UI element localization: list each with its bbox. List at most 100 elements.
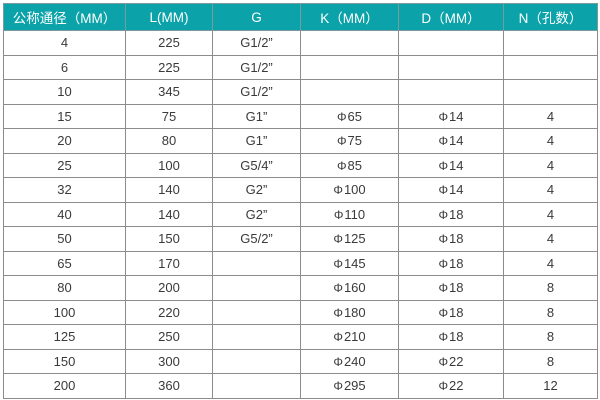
cell-length: 220: [125, 299, 213, 325]
cell-k-diameter: 100: [300, 177, 399, 203]
header-row: 公称通径（MM） L(MM) G K（MM） D（MM） N（孔数）: [3, 3, 598, 31]
cell-nominal-diameter: 10: [3, 79, 126, 105]
cell-thread-g: G2”: [212, 201, 301, 227]
cell-hole-count: 4: [503, 152, 598, 178]
cell-length: 140: [125, 177, 213, 203]
cell-hole-count: 4: [503, 103, 598, 129]
cell-hole-count: 8: [503, 324, 598, 350]
cell-nominal-diameter: 150: [3, 348, 126, 374]
flange-dimension-table: 公称通径（MM） L(MM) G K（MM） D（MM） N（孔数） 4 225 G1/2” 6…: [3, 3, 598, 399]
cell-thread-g: G1/2”: [212, 30, 301, 56]
column-header-d-diameter: D（MM）: [398, 3, 504, 31]
cell-hole-count: 4: [503, 226, 598, 252]
cell-nominal-diameter: 32: [3, 177, 126, 203]
cell-length: 225: [125, 30, 213, 56]
cell-k-diameter: 210: [300, 324, 399, 350]
cell-hole-count: 8: [503, 348, 598, 374]
cell-hole-count: 4: [503, 201, 598, 227]
cell-thread-g: G1”: [212, 128, 301, 154]
cell-length: 80: [125, 128, 213, 154]
cell-thread-g: G2”: [212, 177, 301, 203]
cell-length: 225: [125, 54, 213, 80]
cell-k-diameter: 295: [300, 373, 399, 399]
cell-length: 75: [125, 103, 213, 129]
column-header-k-diameter: K（MM）: [300, 3, 399, 31]
cell-d-diameter: 18: [398, 324, 504, 350]
cell-k-diameter: 75: [300, 128, 399, 154]
cell-hole-count: 12: [503, 373, 598, 399]
cell-k-diameter: 65: [300, 103, 399, 129]
cell-d-diameter: [398, 30, 504, 56]
cell-length: 200: [125, 275, 213, 301]
cell-length: 360: [125, 373, 213, 399]
cell-d-diameter: [398, 79, 504, 105]
cell-k-diameter: 110: [300, 201, 399, 227]
cell-k-diameter: 125: [300, 226, 399, 252]
cell-k-diameter: [300, 30, 399, 56]
table-row: 6 225 G1/2”: [3, 54, 598, 80]
cell-d-diameter: 14: [398, 128, 504, 154]
cell-k-diameter: 240: [300, 348, 399, 374]
cell-nominal-diameter: 15: [3, 103, 126, 129]
cell-length: 345: [125, 79, 213, 105]
column-header-hole-count: N（孔数）: [503, 3, 598, 31]
cell-nominal-diameter: 6: [3, 54, 126, 80]
cell-hole-count: 4: [503, 177, 598, 203]
cell-k-diameter: 145: [300, 250, 399, 276]
cell-nominal-diameter: 4: [3, 30, 126, 56]
cell-thread-g: G1/2”: [212, 79, 301, 105]
column-header-thread-g: G: [212, 3, 301, 31]
cell-k-diameter: [300, 79, 399, 105]
column-header-nominal-diameter: 公称通径（MM）: [3, 3, 126, 31]
table-row: 4 225 G1/2”: [3, 30, 598, 56]
cell-length: 300: [125, 348, 213, 374]
cell-hole-count: [503, 30, 598, 56]
cell-nominal-diameter: 125: [3, 324, 126, 350]
cell-thread-g: [212, 275, 301, 301]
cell-nominal-diameter: 25: [3, 152, 126, 178]
cell-k-diameter: 180: [300, 299, 399, 325]
cell-d-diameter: 14: [398, 152, 504, 178]
cell-nominal-diameter: 80: [3, 275, 126, 301]
table-row: 10 345 G1/2”: [3, 79, 598, 105]
cell-nominal-diameter: 65: [3, 250, 126, 276]
cell-thread-g: G1”: [212, 103, 301, 129]
cell-thread-g: [212, 348, 301, 374]
cell-d-diameter: 18: [398, 299, 504, 325]
cell-length: 170: [125, 250, 213, 276]
cell-d-diameter: 18: [398, 250, 504, 276]
cell-hole-count: 4: [503, 128, 598, 154]
cell-k-diameter: 85: [300, 152, 399, 178]
cell-thread-g: [212, 299, 301, 325]
cell-d-diameter: 18: [398, 201, 504, 227]
cell-hole-count: 4: [503, 250, 598, 276]
cell-d-diameter: [398, 54, 504, 80]
cell-d-diameter: 22: [398, 373, 504, 399]
cell-thread-g: [212, 373, 301, 399]
cell-k-diameter: [300, 54, 399, 80]
cell-length: 250: [125, 324, 213, 350]
cell-length: 100: [125, 152, 213, 178]
cell-hole-count: 8: [503, 299, 598, 325]
cell-hole-count: 8: [503, 275, 598, 301]
cell-nominal-diameter: 100: [3, 299, 126, 325]
cell-d-diameter: 18: [398, 275, 504, 301]
cell-nominal-diameter: 20: [3, 128, 126, 154]
cell-nominal-diameter: 40: [3, 201, 126, 227]
cell-thread-g: [212, 324, 301, 350]
column-header-length: L(MM): [125, 3, 213, 31]
cell-thread-g: [212, 250, 301, 276]
cell-d-diameter: 14: [398, 177, 504, 203]
cell-nominal-diameter: 200: [3, 373, 126, 399]
